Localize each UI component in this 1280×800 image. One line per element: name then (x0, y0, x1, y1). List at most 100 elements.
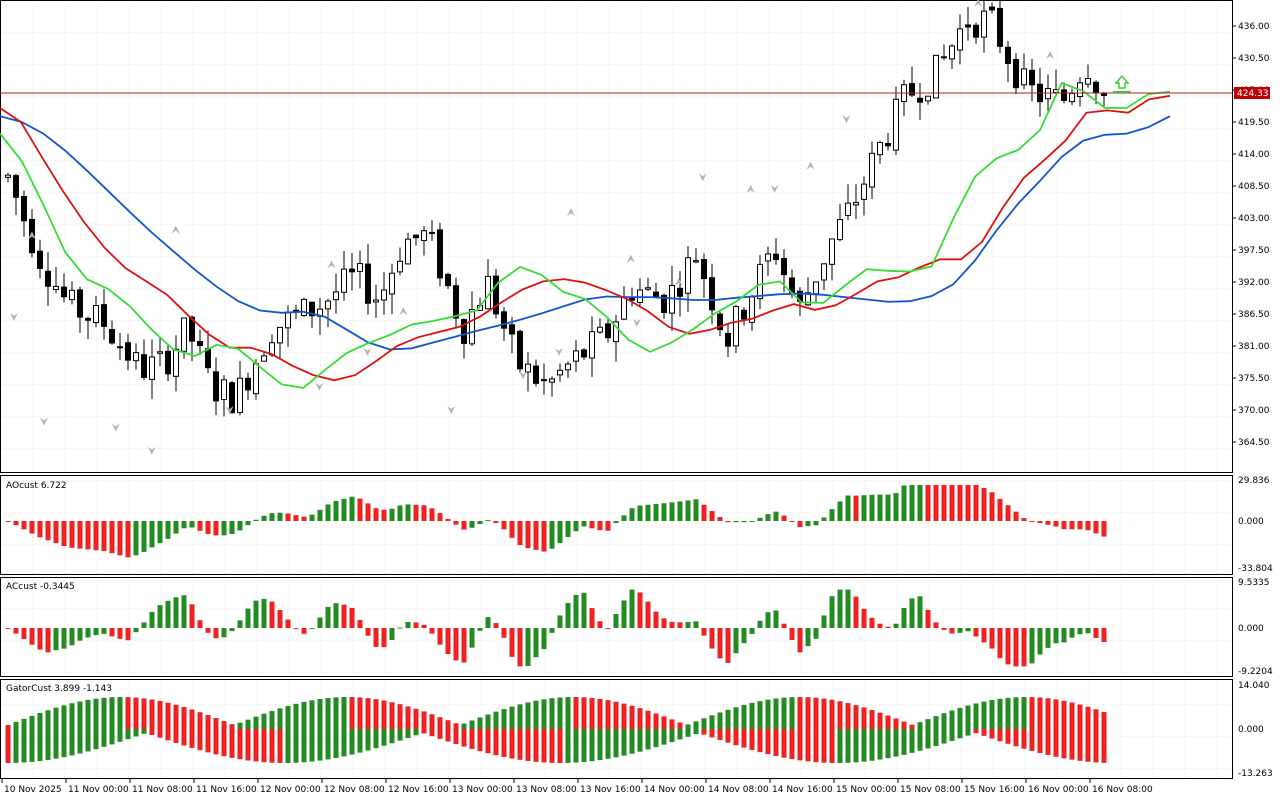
current-price-value: 424.33 (1237, 89, 1269, 99)
histogram-bar (173, 597, 179, 628)
fractal-down-icon (315, 382, 324, 391)
histogram-bar (149, 611, 155, 628)
gator-lower-bar (309, 729, 315, 762)
histogram-bar (397, 627, 403, 629)
histogram-bar (589, 608, 595, 628)
bull-candle (853, 202, 859, 206)
fractal-up-icon (674, 278, 683, 286)
gator-lower-bar (605, 729, 611, 759)
gator-upper-bar (141, 698, 147, 729)
histogram-bar (909, 485, 915, 521)
gator-upper-bar (109, 697, 115, 729)
bull-candle (925, 95, 931, 102)
gator-lower-bar (365, 729, 371, 751)
gator-upper-bar (1005, 697, 1011, 729)
indicator-tick-label: 0.000 (1238, 517, 1264, 527)
histogram-bar (213, 521, 219, 536)
histogram-bar (933, 485, 939, 521)
histogram-bar (21, 521, 27, 530)
histogram-bar (685, 500, 691, 521)
gator-lower-bar (317, 729, 323, 761)
gator-lower-bar (93, 729, 99, 750)
gator-upper-bar (693, 721, 699, 729)
gator-lower-bar (597, 729, 603, 761)
histogram-bar (293, 515, 299, 521)
histogram-bar (789, 628, 795, 640)
histogram-bar (101, 628, 107, 634)
bull-candle (133, 352, 139, 362)
histogram-bar (917, 596, 923, 628)
time-tick-label: 15 Nov 08:00 (900, 785, 961, 795)
bull-candle (469, 309, 475, 345)
histogram-bar (845, 589, 851, 628)
gator-upper-bar (709, 715, 715, 729)
current-price-badge: 424.33 (1234, 87, 1270, 99)
gator-upper-bar (525, 702, 531, 729)
bear-candle (1101, 93, 1107, 96)
gator-upper-bar (661, 716, 667, 729)
fractal-down-icon (39, 417, 48, 426)
histogram-bar (141, 622, 147, 628)
bull-candle (597, 326, 603, 333)
gator-upper-bar (893, 718, 899, 729)
histogram-bar (309, 628, 315, 629)
histogram-bar (925, 609, 931, 628)
bull-candle (693, 260, 699, 263)
histogram-bar (613, 521, 619, 524)
bull-candle (357, 263, 363, 272)
gator-upper-bar (637, 708, 643, 729)
histogram-bar (165, 521, 171, 539)
bull-candle (933, 54, 939, 99)
histogram-bar (461, 521, 467, 530)
histogram-bar (693, 499, 699, 521)
gator-lower-bar (741, 729, 747, 748)
gator-upper-bar (549, 698, 555, 729)
histogram-bar (605, 521, 611, 531)
histogram-bar (1053, 521, 1059, 527)
bear-candle (77, 289, 83, 318)
histogram-bar (357, 620, 363, 628)
main-price-panel[interactable] (0, 0, 1233, 473)
gator-lower-bar (157, 729, 163, 738)
histogram-bar (413, 622, 419, 628)
gator-upper-bar (629, 705, 635, 729)
histogram-bar (797, 521, 803, 528)
gator-upper-bar (957, 707, 963, 729)
histogram-bar (261, 515, 267, 521)
time-tick-label: 13 Nov 08:00 (516, 785, 577, 795)
bull-candle (341, 268, 347, 293)
gator-upper-bar (85, 699, 91, 729)
histogram-bar (1029, 628, 1035, 664)
bear-candle (973, 24, 979, 38)
histogram-bar (1069, 521, 1075, 530)
histogram-bar (541, 521, 547, 552)
histogram-bar (37, 521, 43, 538)
gator-lower-bar (1013, 729, 1019, 747)
ao-panel[interactable] (0, 475, 1233, 575)
fractal-up-icon (1046, 51, 1055, 60)
gator-upper-bar (325, 697, 331, 729)
histogram-bar (133, 521, 139, 556)
bull-candle (181, 317, 187, 352)
gator-upper-bar (165, 702, 171, 729)
gator-lower-bar (29, 729, 35, 762)
histogram-bar (365, 628, 371, 636)
histogram-bar (1093, 521, 1099, 534)
histogram-bar (661, 618, 667, 628)
bull-candle (525, 363, 531, 373)
gator-lower-bar (669, 729, 675, 743)
fractal-up-icon (626, 254, 635, 263)
time-tick-label: 12 Nov 08:00 (324, 785, 385, 795)
fractal-markers (9, 0, 1055, 455)
histogram-bar (509, 628, 515, 657)
histogram-bar (125, 521, 131, 558)
bear-candle (245, 377, 251, 391)
histogram-bar (1061, 521, 1067, 530)
histogram-bar (405, 504, 411, 521)
histogram-bar (773, 610, 779, 628)
bear-candle (141, 354, 147, 378)
histogram-bar (965, 628, 971, 632)
histogram-bar (717, 517, 723, 521)
gator-lower-bar (301, 729, 307, 763)
